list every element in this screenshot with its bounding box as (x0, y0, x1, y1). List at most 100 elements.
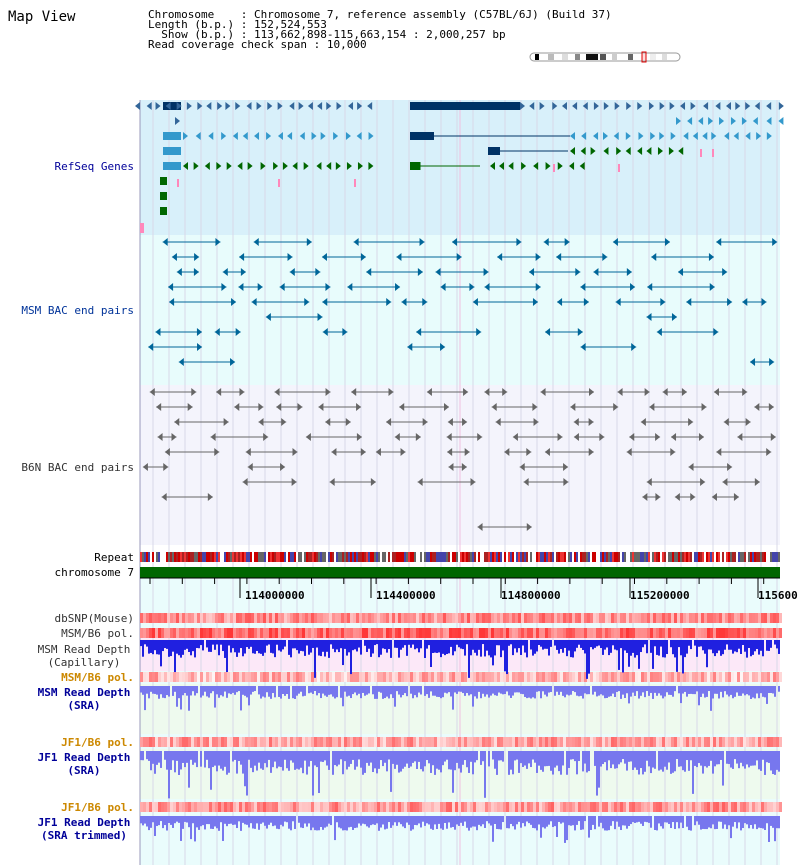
msm-sra-depth-bar (502, 686, 504, 695)
jf1-sra-depth-bar (146, 751, 148, 760)
track-label-dbsnp[interactable]: dbSNP(Mouse) (54, 612, 134, 625)
jf1-sra-depth-bar (400, 751, 402, 772)
jf1-pol-heat-cell (725, 737, 728, 747)
msm-sra-depth-bar (466, 686, 468, 694)
track-label-b6n-bac[interactable]: B6N BAC end pairs (21, 461, 134, 474)
bac-end-right (670, 448, 676, 456)
repeat-bar (160, 552, 162, 562)
msm-capillary-depth-bar (380, 640, 382, 655)
jf1-trimmed-depth-bar (212, 816, 214, 829)
jf1-trimmed-depth-bar (378, 816, 380, 831)
msm-capillary-depth-bar (312, 640, 314, 648)
jf1-pol2-heat-cell (587, 802, 590, 812)
msm-capillary-depth-bar (558, 640, 560, 654)
msm-sra-depth-bar (738, 686, 740, 696)
dbsnp-heat-cell (653, 613, 656, 623)
msm-capillary-depth-bar (724, 640, 726, 650)
jf1-sra-depth-bar (262, 751, 264, 770)
jf1-sra-depth-bar (528, 751, 530, 764)
dbsnp-heat-cell (773, 613, 776, 623)
jf1-trimmed-depth-bar (660, 816, 662, 827)
bac-end-right (325, 388, 331, 396)
jf1-pol-heat-cell (737, 737, 740, 747)
track-label-refseq[interactable]: RefSeq Genes (54, 160, 134, 173)
msm-pol-heat-cell (191, 628, 194, 638)
jf1-sra-depth-bar (426, 751, 428, 761)
track-label-chromosome[interactable]: chromosome 7 (54, 566, 134, 579)
msm-pol-heat-cell (692, 628, 695, 638)
dbsnp-heat-cell (641, 613, 644, 623)
bac-end-right (297, 403, 303, 411)
track-label-jf1-depth-trimmed[interactable]: JF1 Read Depth (SRA trimmed) (28, 816, 140, 842)
jf1-sra-depth-bar (338, 751, 340, 765)
jf1-trimmed-depth-bar (742, 816, 744, 829)
track-label-jf1-depth-sra[interactable]: JF1 Read Depth (SRA) (28, 751, 140, 777)
msm-sra-depth-bar (424, 686, 426, 696)
jf1-pol2-heat-cell (608, 802, 611, 812)
bac-end-left (647, 283, 653, 291)
jf1-sra-depth-bar (634, 751, 636, 768)
jf1-trimmed-depth-bar (340, 816, 342, 829)
dbsnp-heat-cell (239, 613, 242, 623)
jf1-pol2-heat-cell (173, 802, 176, 812)
dbsnp-heat-cell (167, 613, 170, 623)
dbsnp-heat-cell (260, 613, 263, 623)
jf1-sra-depth-bar (728, 751, 730, 765)
track-label-msm-depth-capillary[interactable]: MSM Read Depth (Capillary) (28, 643, 140, 669)
track-label-jf1-b6-pol-1[interactable]: JF1/B6 pol. (61, 736, 134, 749)
msm-capillary-depth-bar (266, 640, 268, 646)
repeat-bar (370, 552, 372, 562)
jf1-pol-heat-cell (572, 737, 575, 747)
dbsnp-heat-cell (266, 613, 269, 623)
msm-capillary-depth-bar (428, 640, 430, 646)
gene-arrow (356, 132, 362, 140)
msm-pol2-heat-cell (422, 672, 425, 682)
bac-end-right (215, 238, 221, 246)
repeat-bar (172, 552, 174, 562)
msm-pol-heat-cell (401, 628, 404, 638)
jf1-sra-depth-bar (470, 751, 472, 762)
jf1-pol-heat-cell (683, 737, 686, 747)
jf1-sra-depth-bar (746, 751, 748, 765)
msm-sra-depth-bar (226, 686, 228, 698)
msm-pol2-heat-cell (620, 672, 623, 682)
jf1-pol-heat-cell (416, 737, 419, 747)
msm-capillary-depth-bar (736, 640, 738, 653)
repeat-bar (656, 552, 658, 562)
jf1-pol-heat-cell (533, 737, 536, 747)
jf1-sra-depth-bar (778, 751, 780, 772)
msm-pol2-heat-cell (464, 672, 467, 682)
msm-pol2-heat-cell (644, 672, 647, 682)
msm-capillary-depth-bar (734, 640, 736, 652)
jf1-trimmed-depth-bar (440, 816, 442, 829)
msm-pol-heat-cell (434, 628, 437, 638)
msm-sra-depth-bar (726, 686, 728, 695)
bac-end-left (279, 283, 285, 291)
jf1-sra-depth-bar (326, 751, 328, 766)
track-label-msm-bac[interactable]: MSM BAC end pairs (21, 304, 134, 317)
msm-capillary-depth-bar (508, 640, 510, 646)
msm-capillary-depth-bar (236, 640, 238, 657)
msm-capillary-depth-bar (468, 640, 470, 678)
repeat-bar (612, 552, 614, 562)
msm-capillary-depth-bar (490, 640, 492, 658)
msm-capillary-depth-bar (302, 640, 304, 652)
jf1-sra-depth-bar (716, 751, 718, 765)
jf1-sra-depth-bar (644, 751, 646, 772)
dbsnp-heat-cell (767, 613, 770, 623)
msm-sra-depth-bar (480, 686, 482, 699)
repeat-bar (178, 552, 180, 562)
track-label-msm-depth-sra[interactable]: MSM Read Depth (SRA) (28, 686, 140, 712)
repeat-bar (166, 552, 168, 562)
ideogram-band (662, 54, 667, 60)
track-label-jf1-b6-pol-2[interactable]: JF1/B6 pol. (61, 801, 134, 814)
track-label-repeat[interactable]: Repeat (94, 551, 134, 564)
track-label-msm-b6-pol-1[interactable]: MSM/B6 pol. (61, 627, 134, 640)
repeat-bar (408, 552, 410, 562)
jf1-pol2-heat-cell (560, 802, 563, 812)
track-label-msm-b6-pol-2[interactable]: MSM/B6 pol. (61, 671, 134, 684)
jf1-pol2-heat-cell (701, 802, 704, 812)
msm-sra-depth-bar (146, 686, 148, 694)
jf1-pol-heat-cell (260, 737, 263, 747)
